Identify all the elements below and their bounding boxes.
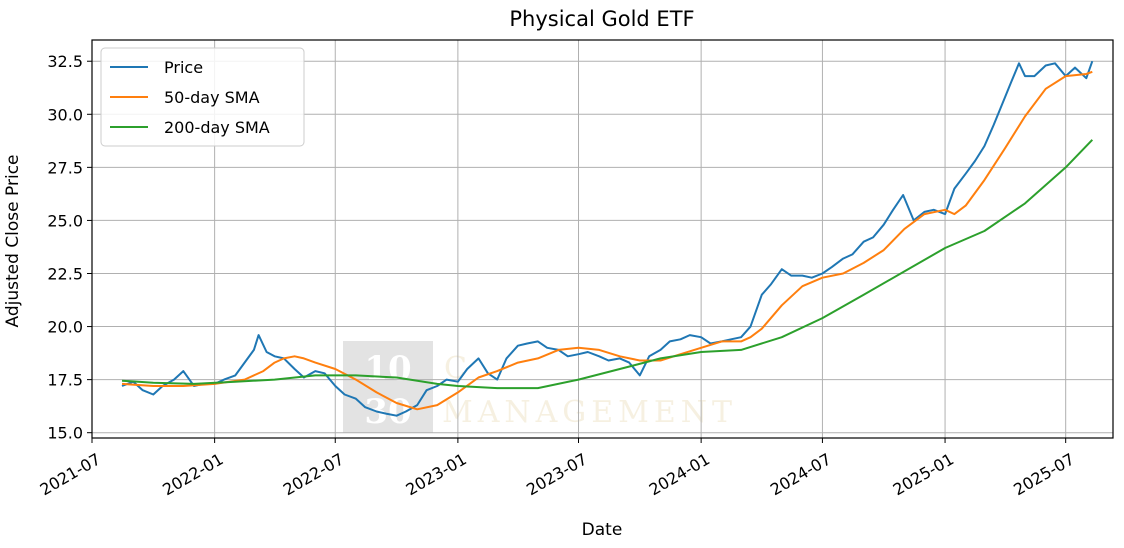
- plot-area-frame: [91, 39, 1114, 439]
- legend-label-50-day-sma: 50-day SMA: [164, 88, 260, 107]
- y-tick-label: 30.0: [47, 105, 83, 124]
- x-axis-title: Date: [582, 520, 623, 540]
- y-axis: 15.0 17.5 20.0 22.5 25.0 27.5 30.0 32.5: [47, 52, 92, 443]
- series-line-price: [121, 60, 1094, 417]
- legend-label-price: Price: [164, 58, 203, 77]
- y-tick-label: 15.0: [47, 424, 83, 443]
- legend-label-200-day-sma: 200-day SMA: [164, 118, 270, 137]
- y-tick-label: 22.5: [47, 264, 83, 283]
- legend-box: [100, 47, 305, 147]
- chart-title: Physical Gold ETF: [509, 7, 694, 31]
- y-axis-title: Adjusted Close Price: [3, 155, 23, 328]
- y-tick-label: 17.5: [47, 371, 83, 390]
- watermark-number-top: 10: [364, 349, 411, 389]
- watermark-box: [343, 341, 433, 433]
- series-lines: [121, 60, 1094, 417]
- legend: Price 50-day SMA 200-day SMA: [100, 47, 305, 147]
- y-tick-label: 20.0: [47, 318, 83, 337]
- y-tick-label: 27.5: [47, 158, 83, 177]
- y-tick-label: 25.0: [47, 211, 83, 230]
- series-line-200-day-sma: [121, 139, 1094, 390]
- series-line-50-day-sma: [121, 70, 1093, 411]
- y-tick-label: 32.5: [47, 52, 83, 71]
- watermark-text-bottom: MANAGEMENT: [442, 395, 737, 430]
